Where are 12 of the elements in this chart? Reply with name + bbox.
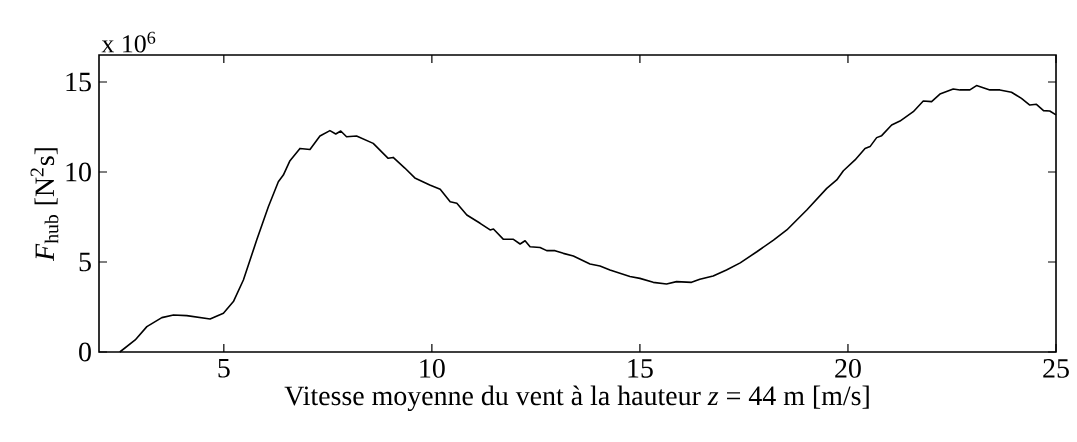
x-tick-label: 25	[1043, 359, 1069, 378]
x-tick-label: 15	[628, 359, 653, 378]
x-tick-label: 10	[420, 359, 445, 378]
x-tick-label: 5	[218, 359, 230, 378]
text: x 10$^{6}$	[101, 31, 156, 53]
x-axis-title: Vitesse moyenne du vent à la hauteur z = 44 m [m/s]	[284, 385, 869, 411]
y-tick-label: 0	[79, 342, 91, 362]
y-tick-label: 10	[66, 162, 91, 182]
x-tick-label: 20	[835, 359, 861, 378]
y-tick-label: 15	[66, 72, 91, 92]
y-tick-label: 5	[79, 252, 91, 272]
y-axis-title: F$_{hub}$ [N$^{2}$s]	[30, 148, 59, 262]
